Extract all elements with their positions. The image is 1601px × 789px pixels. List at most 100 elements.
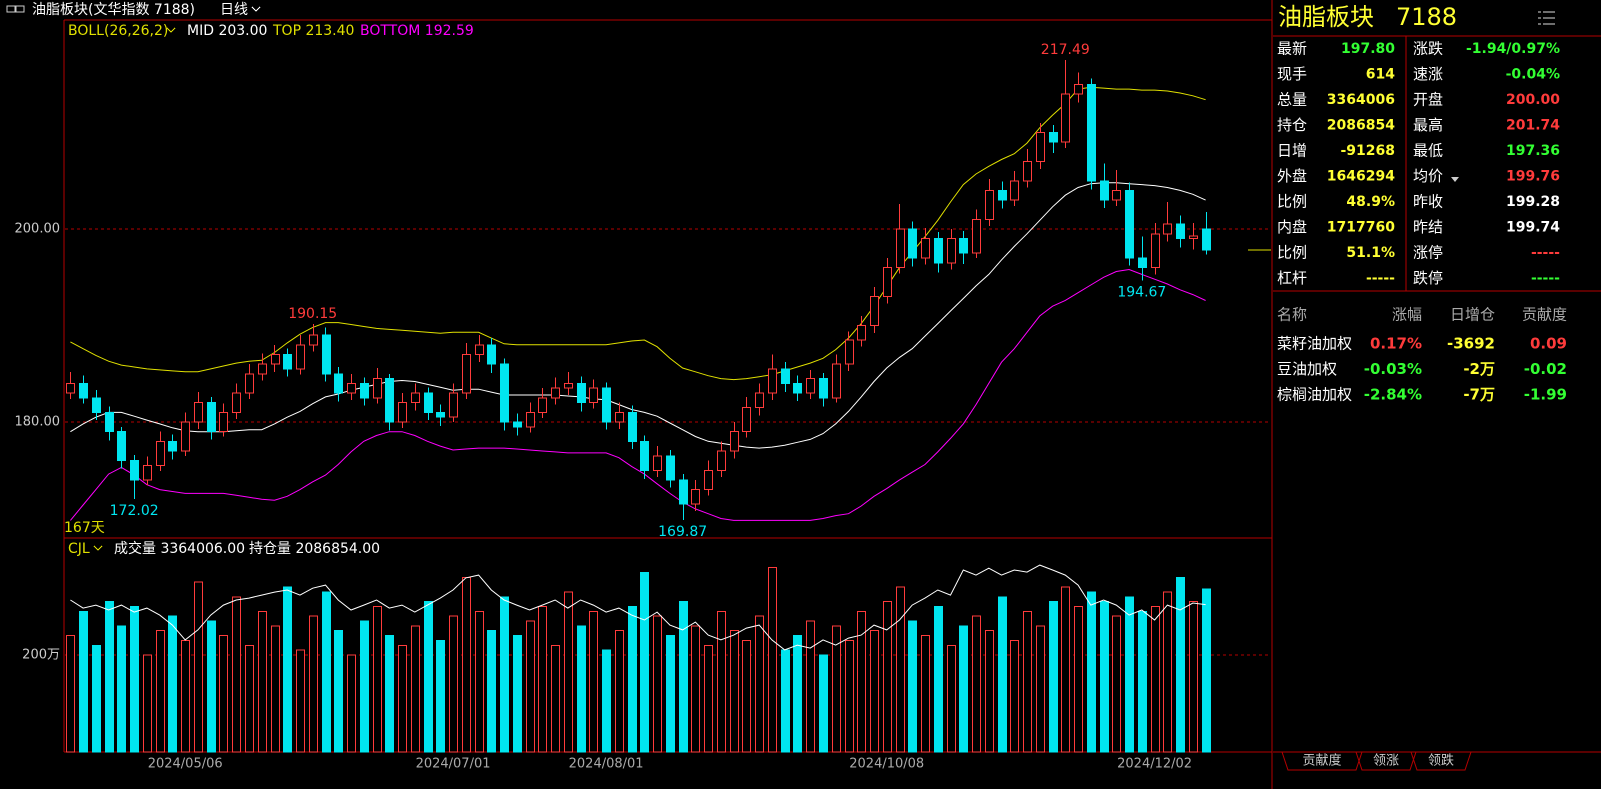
component-cell: -2万 <box>1463 360 1495 378</box>
volume-bar <box>271 625 280 753</box>
quote-value: 51.1% <box>1346 245 1395 261</box>
x-tick-label: 2024/07/01 <box>416 757 491 772</box>
candle-body <box>998 189 1007 201</box>
volume-bar <box>959 625 968 753</box>
candle-body <box>666 455 675 481</box>
quote-value: 614 <box>1366 67 1395 83</box>
volume-bar <box>219 635 228 753</box>
indicator-top: TOP 213.40 <box>272 23 354 39</box>
volume-bar <box>1202 588 1211 753</box>
component-cell: 豆油加权 <box>1277 360 1337 378</box>
volume-bar <box>538 605 547 753</box>
volume-bar <box>105 601 114 753</box>
volume-title[interactable]: CJL <box>68 541 90 557</box>
volume-bar <box>411 625 420 753</box>
candle-body <box>436 411 445 418</box>
component-cell: -1.99 <box>1524 386 1567 404</box>
column-header: 涨幅 <box>1392 306 1422 324</box>
open-interest-label: 持仓量 2086854.00 <box>249 541 380 557</box>
quote-value: ----- <box>1531 271 1560 287</box>
volume-bar <box>640 572 649 753</box>
volume-bar <box>691 625 700 753</box>
volume-bar <box>309 615 318 753</box>
volume-bar <box>717 610 726 753</box>
candle-body <box>1112 189 1121 201</box>
volume-bar <box>832 625 841 753</box>
candle-body <box>717 450 726 471</box>
candle-body <box>615 411 624 423</box>
boll-line <box>70 182 1206 449</box>
volume-bar <box>526 620 535 753</box>
candle-body <box>653 455 662 471</box>
candle-body <box>768 368 777 394</box>
volume-bar <box>1176 576 1185 753</box>
volume-bar <box>181 639 190 753</box>
volume-bar <box>1112 615 1121 753</box>
candle-body <box>896 228 905 269</box>
quote-label: 速涨 <box>1413 65 1443 83</box>
volume-bar <box>1061 586 1070 753</box>
candle-body <box>296 344 305 370</box>
candle-body <box>207 402 216 433</box>
candle-body <box>934 238 943 264</box>
candle-body <box>143 464 152 481</box>
dropdown-triangle[interactable] <box>1451 177 1459 182</box>
candle-body <box>857 325 866 341</box>
quote-label: 最低 <box>1413 142 1443 160</box>
volume-bar <box>373 605 382 753</box>
volume-bar <box>334 630 343 753</box>
candle-body <box>79 382 88 399</box>
volume-bar <box>168 615 177 753</box>
candle-body <box>232 392 241 413</box>
volume-bar <box>500 596 509 753</box>
volume-bar <box>130 605 139 753</box>
candle-body <box>283 353 292 370</box>
candle-body <box>1023 160 1032 182</box>
candle-body <box>640 440 649 471</box>
volume-bar <box>679 601 688 753</box>
component-cell: 0.09 <box>1530 335 1567 353</box>
volume-bar <box>347 654 356 753</box>
candle-body <box>921 238 930 259</box>
candle-body <box>411 392 420 404</box>
volume-bar <box>475 610 484 753</box>
tab[interactable]: 贡献度 <box>1302 753 1341 769</box>
quote-label: 最高 <box>1413 116 1443 134</box>
y-tick-label: 180.00 <box>15 415 61 430</box>
menu-icon[interactable] <box>1538 11 1555 25</box>
open-interest-line <box>70 564 1206 651</box>
candle-body <box>219 411 228 433</box>
period-selector[interactable]: 日线 <box>220 2 248 18</box>
x-tick-label: 2024/10/08 <box>849 757 924 772</box>
quote-label: 涨停 <box>1413 244 1443 262</box>
quote-label: 总量 <box>1277 91 1307 109</box>
volume-bar <box>1138 610 1147 753</box>
tab[interactable]: 领跌 <box>1428 753 1454 769</box>
x-tick-label: 2024/08/01 <box>569 757 644 772</box>
quote-label: 开盘 <box>1413 91 1443 109</box>
volume-bar <box>768 567 777 753</box>
candle-body <box>1125 189 1134 259</box>
volume-bar <box>1125 596 1134 753</box>
candle-body <box>985 189 994 220</box>
candle-body <box>1189 235 1198 240</box>
quote-label: 比例 <box>1277 244 1307 262</box>
candle-body <box>1010 180 1019 201</box>
column-header: 贡献度 <box>1522 306 1567 324</box>
candle-body <box>691 489 700 505</box>
volume-bar <box>436 639 445 753</box>
quote-label: 涨跌 <box>1413 40 1443 58</box>
volume-bar <box>998 596 1007 753</box>
quote-label: 日增 <box>1277 142 1307 160</box>
tab-outline <box>1410 751 1472 771</box>
x-tick-label: 2024/05/06 <box>148 757 223 772</box>
candle-body <box>870 296 879 327</box>
volume-bar <box>245 644 254 753</box>
volume-bar <box>1010 639 1019 753</box>
tab[interactable]: 领涨 <box>1373 754 1399 769</box>
volume-bar <box>564 591 573 753</box>
candle-body <box>1151 233 1160 269</box>
candle-body <box>602 387 611 423</box>
indicator-name[interactable]: BOLL(26,26,2) <box>68 23 168 39</box>
